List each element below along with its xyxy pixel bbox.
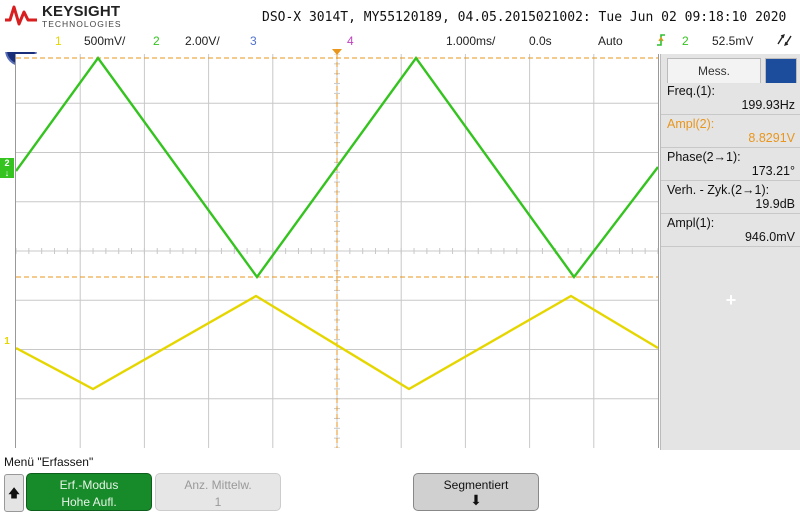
tab-other[interactable]	[765, 58, 797, 83]
segmented-softkey[interactable]: Segmentiert ⬇	[413, 473, 539, 511]
timebase[interactable]: 1.000ms/	[446, 34, 496, 48]
measurement-label: Freq.(1):	[667, 84, 715, 98]
trigger-level[interactable]: 52.5mV	[712, 34, 754, 48]
measurement-list: Freq.(1): 199.93Hz Ampl(2): 8.8291V Phas…	[661, 82, 800, 247]
measurement-item[interactable]: Verh. - Zyk.(2→1): 19.9dB	[661, 181, 800, 214]
softkey-label: Segmentiert	[443, 478, 509, 492]
add-measurement-button[interactable]: +	[725, 290, 737, 310]
trigger-position-marker[interactable]	[331, 48, 343, 56]
ch2-ground-marker[interactable]: 2 ↓	[0, 158, 14, 178]
measurement-value: 8.8291V	[748, 131, 795, 145]
waveform-display[interactable]	[15, 54, 659, 448]
measurement-label: Phase(2→1):	[667, 150, 741, 164]
tab-measurements[interactable]: Mess.	[667, 58, 761, 83]
ch2-trace	[16, 55, 658, 280]
measurement-value: 173.21°	[751, 164, 795, 178]
measurement-value: 946.0mV	[744, 230, 795, 244]
ch2-number[interactable]: 2	[153, 34, 160, 48]
measurement-value: 199.93Hz	[741, 98, 795, 112]
trigger-source[interactable]: 2	[682, 34, 689, 48]
keysight-wave-icon	[5, 5, 37, 26]
measurement-item[interactable]: Phase(2→1): 173.21°	[661, 148, 800, 181]
measurement-label: Ampl(1):	[667, 216, 715, 230]
ch1-ground-marker[interactable]: 1	[4, 336, 10, 347]
measurement-value: 19.9dB	[755, 197, 795, 211]
menu-title: Menü "Erfassen"	[4, 455, 94, 469]
arrow-up-icon: 🡅	[7, 486, 21, 500]
brand-name: KEYSIGHT	[42, 3, 121, 20]
measurement-panel: Mess. Freq.(1): 199.93Hz Ampl(2): 8.8291…	[660, 54, 800, 450]
channel-bar: 1 500mV/ 2 2.00V/ 3 4 1.000ms/ 0.0s Auto…	[0, 32, 800, 52]
brand-sub: TECHNOLOGIES	[42, 19, 122, 29]
acquire-mode-softkey[interactable]: Erf.-Modus Hohe Aufl.	[26, 473, 152, 511]
trigger-mode[interactable]: Auto	[598, 34, 623, 48]
ch1-trace	[16, 294, 658, 391]
trigger-edge-icon	[655, 32, 669, 51]
measurement-label: Verh. - Zyk.(2→1):	[667, 183, 770, 197]
instrument-title: DSO-X 3014T, MY55120189, 04.05.201502100…	[262, 10, 787, 25]
waveform-canvas	[16, 54, 658, 448]
measurement-item[interactable]: Ampl(2): 8.8291V	[661, 115, 800, 148]
ch2-scale[interactable]: 2.00V/	[185, 34, 220, 48]
softkey-value: 1	[214, 495, 222, 509]
arrow-down-icon: ⬇	[470, 492, 482, 508]
measurement-item[interactable]: Freq.(1): 199.93Hz	[661, 82, 800, 115]
softkey-label: Anz. Mittelw.	[184, 478, 252, 492]
measurement-item[interactable]: Ampl(1): 946.0mV	[661, 214, 800, 247]
ch1-number[interactable]: 1	[55, 34, 62, 48]
softkey-label: Erf.-Modus	[59, 478, 119, 492]
keysight-logo: KEYSIGHT TECHNOLOGIES	[4, 2, 134, 30]
menu-up-button[interactable]: 🡅	[4, 474, 24, 512]
measurement-label: Ampl(2):	[667, 117, 715, 131]
ch3-number[interactable]: 3	[250, 34, 257, 48]
top-bar: KEYSIGHT TECHNOLOGIES DSO-X 3014T, MY551…	[0, 0, 800, 32]
softkey-value: Hohe Aufl.	[61, 495, 117, 509]
softkey-bar: 🡅 Erf.-Modus Hohe Aufl. Anz. Mittelw. 1 …	[0, 470, 800, 512]
delay[interactable]: 0.0s	[529, 34, 552, 48]
averages-softkey[interactable]: Anz. Mittelw. 1	[155, 473, 281, 511]
ch4-number[interactable]: 4	[347, 34, 354, 48]
ch1-scale[interactable]: 500mV/	[84, 34, 126, 48]
run-control-icon[interactable]	[775, 32, 795, 51]
